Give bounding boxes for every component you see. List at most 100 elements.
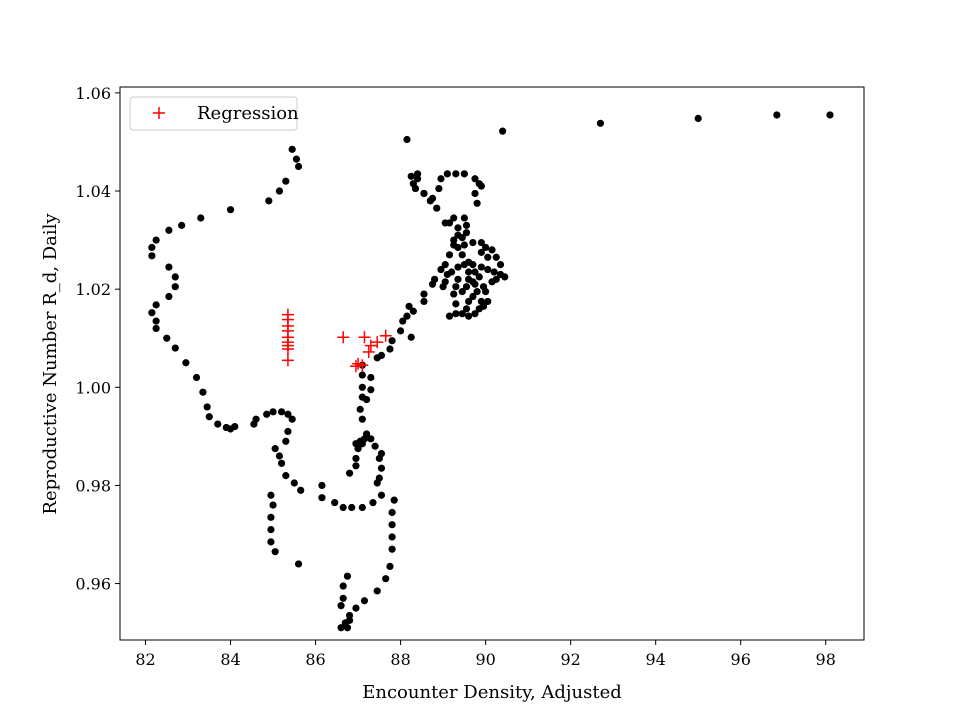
data-point — [469, 292, 477, 301]
data-point — [182, 359, 190, 367]
regression-point — [364, 339, 377, 352]
data-point — [294, 560, 303, 568]
data-point — [377, 491, 386, 499]
data-point — [445, 251, 454, 259]
data-point — [462, 229, 471, 237]
data-point — [282, 472, 290, 480]
data-point — [694, 114, 702, 123]
data-point — [490, 268, 498, 276]
data-point — [165, 226, 173, 234]
data-point — [484, 297, 492, 306]
data-point — [439, 283, 447, 291]
data-point — [284, 410, 292, 418]
data-point — [465, 258, 473, 266]
data-point — [377, 449, 386, 458]
data-point — [358, 383, 366, 391]
data-point — [471, 189, 479, 198]
data-point — [492, 253, 500, 261]
data-point — [152, 317, 160, 325]
data-point — [452, 170, 460, 178]
data-point — [277, 408, 286, 416]
data-point — [445, 312, 454, 320]
data-point — [148, 243, 156, 252]
data-point — [462, 305, 471, 313]
plot-area — [120, 87, 864, 640]
x-tick-label: 86 — [305, 650, 325, 669]
data-point — [192, 373, 201, 382]
data-point — [275, 187, 284, 195]
data-point — [360, 597, 369, 605]
data-point — [475, 273, 483, 281]
data-point — [267, 491, 275, 499]
plot-frame — [119, 86, 865, 641]
data-point — [343, 624, 352, 632]
data-point — [331, 499, 339, 507]
data-point — [388, 533, 396, 541]
data-point — [352, 604, 360, 612]
data-point — [373, 587, 381, 595]
y-tick-label: 1.06 — [75, 84, 111, 103]
data-point — [435, 184, 443, 193]
data-point — [388, 337, 396, 345]
data-point — [148, 252, 156, 260]
data-point — [165, 263, 173, 271]
regression-point — [337, 331, 350, 344]
data-point — [352, 454, 360, 463]
data-point — [290, 479, 298, 487]
regression-point — [371, 336, 384, 349]
data-point — [339, 594, 347, 602]
data-point — [465, 297, 473, 306]
data-point — [450, 214, 458, 222]
legend-plus-icon — [153, 107, 165, 119]
data-point — [484, 253, 492, 261]
data-point — [465, 268, 473, 276]
data-point — [382, 575, 390, 583]
data-point — [292, 155, 301, 163]
data-point — [471, 310, 479, 318]
data-point — [454, 243, 462, 252]
data-point — [437, 265, 445, 274]
data-point — [205, 413, 213, 421]
data-point — [369, 499, 377, 507]
data-point — [443, 270, 451, 279]
data-point — [282, 177, 290, 185]
data-point — [356, 405, 364, 413]
data-point — [409, 180, 417, 188]
x-tick-label: 90 — [475, 650, 495, 669]
data-point — [388, 508, 396, 517]
data-point — [420, 290, 428, 298]
data-point — [452, 310, 460, 318]
data-point — [454, 224, 462, 232]
data-point — [452, 300, 460, 308]
data-point — [460, 214, 468, 222]
data-point — [337, 602, 345, 610]
data-point — [473, 288, 481, 296]
y-tick-label: 0.96 — [75, 575, 111, 594]
data-point — [450, 290, 458, 298]
data-point — [399, 317, 407, 325]
data-point — [773, 111, 781, 119]
data-point — [371, 442, 379, 450]
data-point — [203, 403, 211, 411]
data-point — [441, 219, 449, 227]
data-point — [471, 268, 479, 276]
data-point — [452, 283, 460, 291]
data-point — [277, 459, 286, 467]
data-point — [345, 469, 354, 477]
data-point — [473, 199, 481, 207]
data-point — [152, 301, 160, 309]
data-point — [465, 275, 473, 283]
data-point — [165, 292, 173, 301]
legend-box — [129, 96, 298, 131]
data-point — [484, 265, 492, 274]
legend-marker-regression — [153, 107, 165, 119]
data-point — [469, 238, 477, 247]
data-point — [339, 582, 347, 590]
data-point — [226, 206, 235, 214]
y-tick-label: 1.00 — [75, 378, 111, 397]
data-point — [499, 127, 507, 135]
y-tick-label: 0.98 — [75, 476, 111, 495]
y-axis: 0.96 0.98 1.00 1.02 1.04 1.06 — [75, 84, 120, 594]
data-point — [367, 386, 375, 394]
x-tick-label: 98 — [816, 650, 836, 669]
